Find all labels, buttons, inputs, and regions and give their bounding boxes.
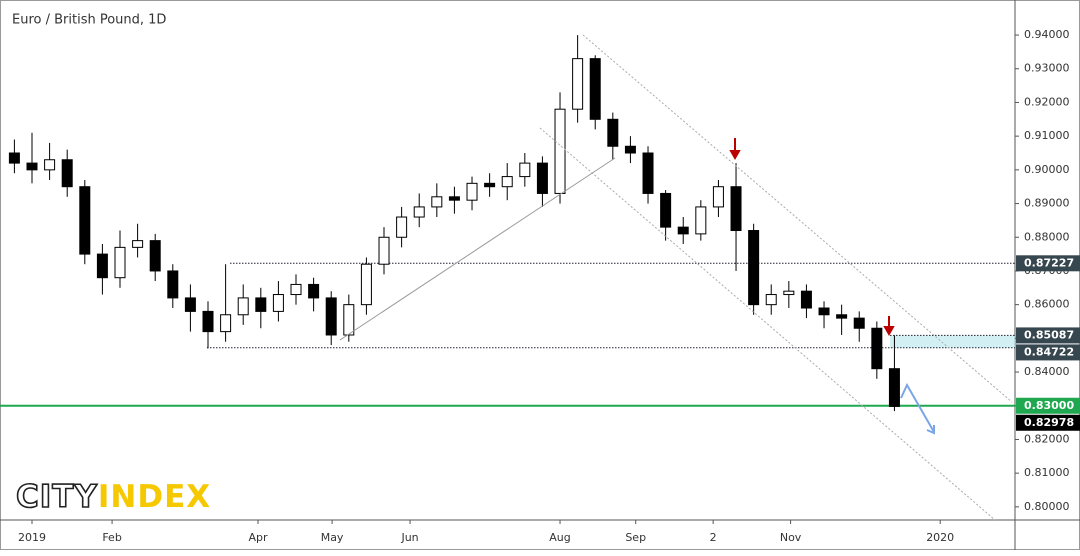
price-label-box	[1016, 344, 1080, 361]
projection-arrow	[900, 382, 935, 435]
candle-body	[677, 226, 689, 235]
zone	[890, 335, 1015, 348]
candle-body	[61, 159, 73, 188]
logo-index: INDEX	[98, 479, 211, 515]
price-label: 0.83000	[1024, 399, 1074, 412]
candle-body	[202, 310, 214, 333]
price-label-box	[1016, 414, 1080, 431]
y-tick-label: 0.94000	[1024, 28, 1070, 41]
candle-body	[712, 186, 724, 208]
trendline	[339, 157, 616, 341]
candle-body	[624, 145, 636, 154]
candle-body	[888, 368, 900, 407]
candle-body	[519, 162, 531, 178]
candle-body	[695, 206, 707, 235]
candle-body	[853, 317, 865, 329]
x-tick-label: Feb	[102, 531, 121, 544]
y-tick-label: 0.86000	[1024, 298, 1070, 311]
candle-body	[114, 246, 126, 279]
candle-body	[501, 176, 513, 188]
price-label: 0.87227	[1024, 256, 1074, 269]
y-tick-label: 0.84000	[1024, 365, 1070, 378]
candle-body	[765, 294, 777, 306]
y-tick-label: 0.81000	[1024, 466, 1070, 479]
x-tick-label: Apr	[248, 531, 268, 544]
candle-body	[572, 58, 584, 110]
price-label: 0.85087	[1024, 328, 1074, 341]
candle-body	[431, 196, 443, 208]
plot	[0, 35, 1015, 412]
candle-body	[396, 216, 408, 238]
candle-body	[290, 283, 302, 296]
candle-body	[642, 152, 654, 194]
candle-body	[255, 297, 267, 312]
candle-body	[184, 297, 196, 312]
x-tick-label: 2020	[926, 531, 954, 544]
red-arrow	[883, 316, 895, 337]
candle-body	[554, 108, 566, 194]
candle-body	[378, 236, 390, 265]
y-tick-label: 0.90000	[1024, 163, 1070, 176]
candle-body	[536, 162, 548, 194]
red-arrow	[729, 138, 741, 161]
candle-body	[748, 230, 760, 306]
candle-body	[360, 263, 372, 306]
price-label-box	[1016, 327, 1080, 344]
candle-body	[132, 240, 144, 248]
candle-body	[783, 290, 795, 296]
x-tick-label: Jun	[400, 531, 418, 544]
candle-body	[836, 314, 848, 319]
x-tick-label: Sep	[625, 531, 646, 544]
y-tick-label: 0.80000	[1024, 500, 1070, 513]
y-tick-label: 0.91000	[1024, 129, 1070, 142]
x-tick-label: Aug	[549, 531, 570, 544]
candle-body	[79, 186, 91, 255]
candle-body	[413, 206, 425, 218]
candle-body	[448, 196, 460, 201]
candle-body	[589, 58, 601, 120]
candle-body	[44, 159, 56, 171]
candle-body	[96, 253, 108, 279]
price-label: 0.84722	[1024, 345, 1074, 358]
price-label: 0.82978	[1024, 416, 1074, 429]
y-tick-label: 0.93000	[1024, 62, 1070, 75]
channel-lower	[539, 127, 996, 521]
chart-title: Euro / British Pound, 1D	[12, 13, 166, 28]
y-tick-label: 0.88000	[1024, 230, 1070, 243]
logo-city: CITY	[16, 479, 98, 515]
candle-body	[149, 240, 161, 272]
candle-body	[607, 118, 619, 147]
candle-body	[871, 327, 883, 370]
logo: CITYINDEX	[16, 479, 211, 515]
candle-body	[730, 186, 742, 232]
x-tick-label: May	[321, 531, 344, 544]
candle-body	[8, 152, 20, 164]
y-tick-label: 0.92000	[1024, 95, 1070, 108]
candle-body	[466, 182, 478, 201]
x-tick-label: Nov	[780, 531, 802, 544]
candle-body	[272, 294, 284, 312]
candle-body	[484, 182, 496, 188]
candle-body	[220, 314, 232, 333]
candle-body	[660, 192, 672, 228]
price-label-box	[1016, 255, 1080, 272]
candle-body	[800, 290, 812, 309]
y-tick-label: 0.82000	[1024, 432, 1070, 445]
x-tick-label: 2	[710, 531, 717, 544]
candle-body	[237, 297, 249, 316]
y-tick-label: 0.89000	[1024, 197, 1070, 210]
x-tick-label: 2019	[18, 531, 46, 544]
price-label-box	[1016, 397, 1080, 414]
candle-body	[818, 307, 830, 316]
candle-body	[308, 283, 320, 299]
candle-body	[343, 304, 355, 336]
candle-body	[167, 270, 179, 299]
candle-body	[26, 162, 38, 171]
candle-body	[325, 297, 337, 336]
